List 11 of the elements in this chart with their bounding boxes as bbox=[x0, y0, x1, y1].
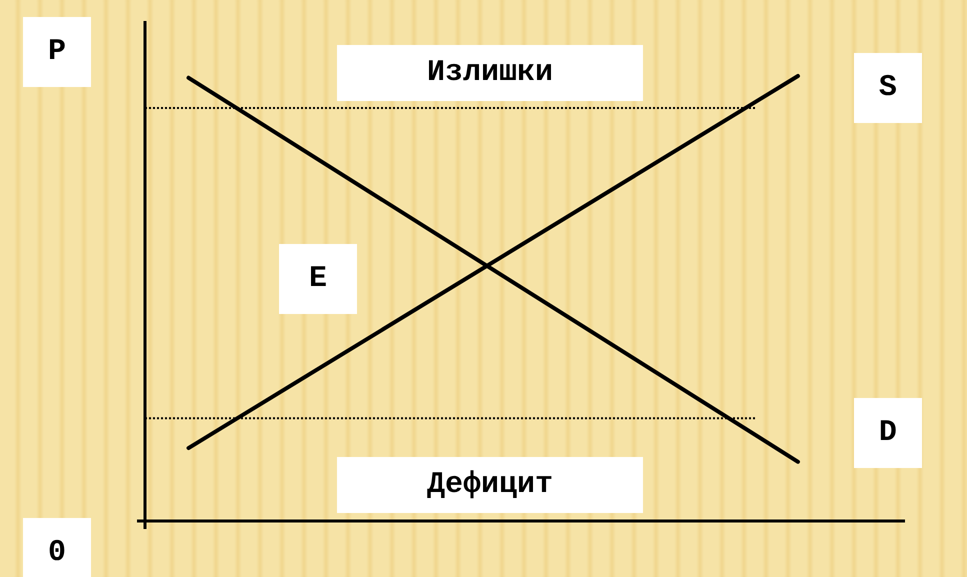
label-box: E bbox=[279, 244, 357, 314]
label-box: Дефицит bbox=[336, 457, 644, 514]
y-axis-title: P bbox=[48, 35, 66, 69]
label-box: 0 bbox=[23, 518, 91, 577]
label-box: S bbox=[854, 53, 922, 123]
ref-line-label: Дефицит bbox=[426, 468, 554, 502]
ref-line-label: Излишки bbox=[426, 56, 554, 90]
label-box: Излишки bbox=[336, 45, 644, 102]
label-box: D bbox=[854, 398, 922, 468]
label-box: P bbox=[23, 17, 91, 87]
annotation: E bbox=[308, 262, 328, 296]
